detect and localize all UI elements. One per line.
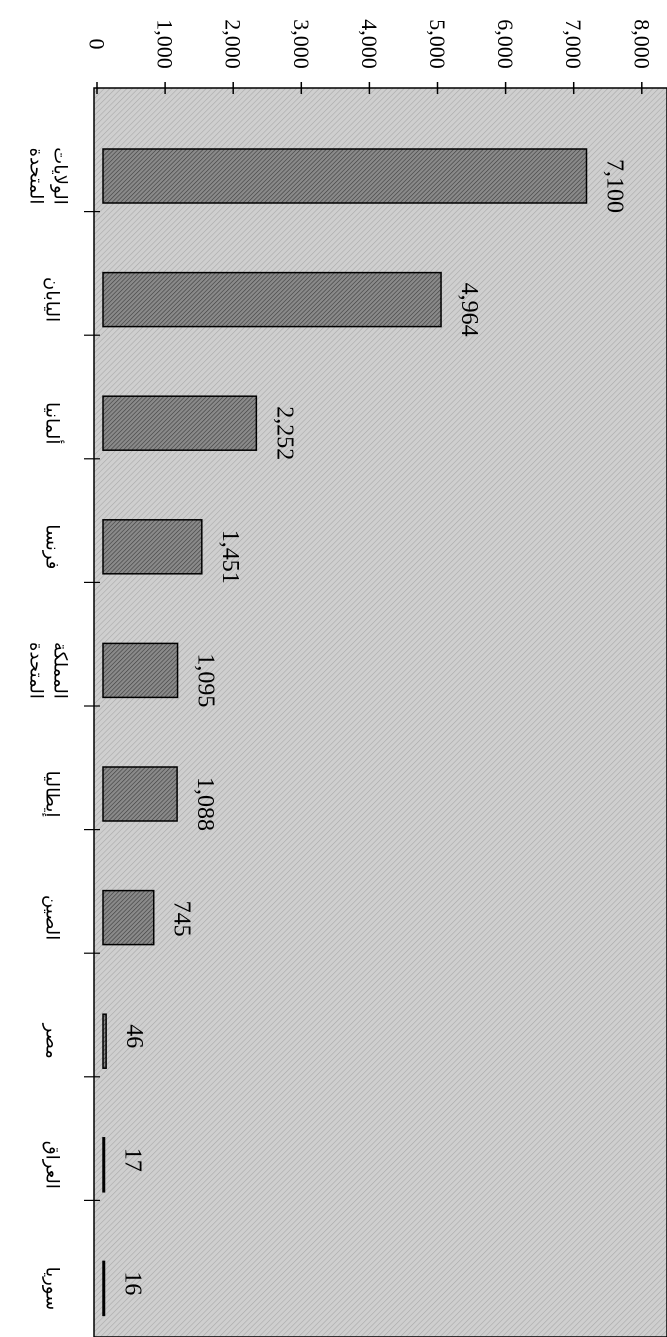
bar (102, 1260, 106, 1317)
bar-value-label: 1,095 (193, 653, 219, 707)
y-tick-label: 4,000 (357, 19, 382, 69)
bar-value-label: 46 (121, 1024, 147, 1048)
y-axis-ticks: 0 1,000 2,000 3,000 4,000 5,000 6,000 7,000 8,00… (85, 19, 654, 94)
category-labels: الولاياتالمتحدةاليابانألمانيافرنساالمملك… (26, 147, 71, 1310)
category-label: إيطاليا (42, 771, 63, 818)
value-labels: 7,100 4,964 2,252 1,451 1,095 1,088 745 46 17 16 (120, 159, 628, 1295)
bar (102, 766, 178, 822)
category-label: المملكة (50, 642, 71, 699)
category-label: العراق (42, 1141, 63, 1189)
bar (102, 1013, 107, 1069)
bar-value-label: 745 (169, 901, 195, 937)
y-tick-label: 5,000 (425, 19, 450, 69)
category-label: الولايات (50, 147, 71, 205)
category-label: الصين (42, 895, 63, 940)
category-label: ألمانيا (42, 402, 65, 444)
bar (102, 642, 179, 699)
bar-value-label: 2,252 (271, 406, 297, 460)
bar-value-label: 4,964 (456, 283, 482, 337)
y-tick-label: 8,000 (629, 19, 654, 69)
x-axis-category-ticks (84, 211, 100, 1202)
y-tick-label: 3,000 (289, 19, 314, 69)
category-label: سوريا (42, 1267, 63, 1311)
y-tick-label: 1,000 (153, 19, 178, 69)
bar (102, 889, 155, 946)
bar (102, 395, 258, 451)
category-label: مصر (42, 1023, 63, 1059)
bar-value-label: 17 (120, 1148, 146, 1172)
bar (102, 148, 588, 204)
category-label: فرنسا (42, 524, 63, 569)
category-label: المتحدة (26, 642, 47, 699)
bar-value-label: 16 (120, 1271, 146, 1295)
bar-value-label: 7,100 (602, 159, 628, 213)
y-tick-label: 2,000 (221, 19, 246, 69)
y-tick-label: 0 (85, 39, 110, 50)
y-tick-label: 7,000 (561, 19, 586, 69)
bar-value-label: 1,088 (192, 777, 218, 831)
category-label: المتحدة (26, 148, 47, 205)
bar (102, 1137, 106, 1193)
bars (102, 148, 588, 1317)
bar-value-label: 1,451 (217, 530, 243, 584)
bar (102, 271, 442, 328)
bar (102, 519, 203, 575)
category-label: اليابان (42, 277, 63, 322)
y-tick-label: 6,000 (493, 19, 518, 69)
